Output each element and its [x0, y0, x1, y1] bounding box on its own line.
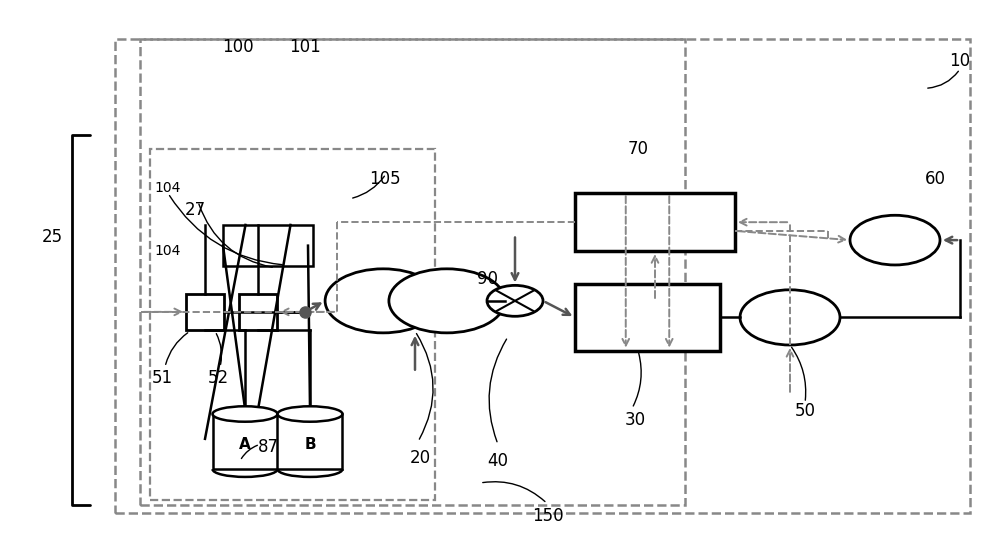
Bar — [115, 39, 970, 513]
Text: 90: 90 — [477, 270, 498, 288]
Text: 50: 50 — [794, 402, 816, 420]
Ellipse shape — [212, 406, 278, 422]
Text: B: B — [304, 437, 316, 452]
Text: 101: 101 — [289, 38, 321, 56]
Bar — [277, 414, 342, 469]
Circle shape — [325, 269, 441, 333]
Text: 52: 52 — [207, 369, 229, 387]
Text: 70: 70 — [628, 140, 648, 158]
Bar — [223, 225, 313, 266]
Circle shape — [850, 215, 940, 265]
Bar — [575, 193, 735, 251]
Text: 60: 60 — [924, 171, 946, 188]
Text: 10: 10 — [949, 52, 971, 70]
Bar — [140, 39, 685, 505]
Text: 100: 100 — [222, 38, 254, 56]
Text: A: A — [239, 437, 251, 452]
Bar — [575, 284, 720, 351]
Circle shape — [389, 269, 505, 333]
Text: 104: 104 — [155, 244, 181, 258]
Bar — [186, 294, 224, 330]
Text: 30: 30 — [624, 411, 646, 428]
Bar — [212, 414, 278, 469]
Text: 150: 150 — [532, 507, 564, 525]
Bar — [239, 294, 277, 330]
Text: 27: 27 — [184, 201, 206, 219]
Text: 104: 104 — [155, 181, 181, 195]
Text: 25: 25 — [41, 229, 63, 246]
Text: 87: 87 — [258, 438, 278, 456]
Circle shape — [487, 285, 543, 316]
Text: 105: 105 — [369, 171, 401, 188]
Text: 51: 51 — [151, 369, 173, 387]
Bar — [150, 149, 435, 500]
Text: 40: 40 — [488, 452, 509, 470]
Text: 20: 20 — [409, 449, 431, 467]
Circle shape — [740, 290, 840, 345]
Ellipse shape — [278, 406, 342, 422]
